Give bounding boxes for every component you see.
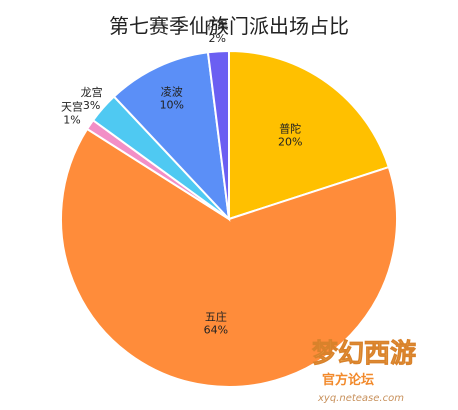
slice-label-name-4: 凌波 — [161, 84, 183, 98]
pie-slice-1 — [60, 127, 398, 388]
slice-label-name-1: 五庄 — [205, 309, 227, 323]
slice-label-name-3: 龙宫 — [81, 85, 103, 99]
pie-slice-4 — [112, 51, 231, 222]
watermark-logo: 梦幻西游 官方论坛 xyq.netease.com — [312, 339, 417, 404]
slice-label-name-2: 天宫 — [61, 99, 83, 113]
slice-label-pct-1: 64% — [204, 323, 228, 336]
slice-label-pct-0: 20% — [278, 136, 302, 149]
slice-label-name-5: 花果 — [206, 19, 228, 32]
watermark-main: 梦幻西游 — [312, 339, 416, 369]
watermark-url: xyq.netease.com — [317, 393, 404, 404]
slice-label-pct-2: 1% — [63, 113, 80, 126]
slice-label-pct-3: 3% — [83, 99, 100, 112]
pie-slice-5 — [206, 49, 230, 220]
pie-slice-0 — [228, 49, 391, 221]
pie-slices — [60, 49, 398, 388]
watermark-sub: 官方论坛 — [322, 372, 374, 388]
chart-title: 第七赛季仙族门派出场占比 — [109, 14, 349, 38]
slice-label-pct-5: 2% — [208, 32, 225, 45]
slice-label-pct-4: 10% — [160, 98, 184, 111]
slice-label-name-0: 普陀 — [279, 122, 301, 136]
